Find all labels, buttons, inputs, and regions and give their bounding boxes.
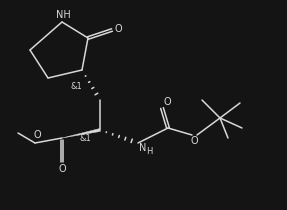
Text: O: O [163,97,171,107]
Text: &1: &1 [79,134,91,143]
Text: O: O [33,130,41,140]
Text: O: O [114,24,122,34]
Text: &1: &1 [70,81,82,91]
Text: O: O [58,164,66,174]
Text: H: H [146,147,152,155]
Text: NH: NH [56,10,70,20]
Text: O: O [190,136,198,146]
Polygon shape [62,129,100,138]
Text: N: N [139,143,147,153]
